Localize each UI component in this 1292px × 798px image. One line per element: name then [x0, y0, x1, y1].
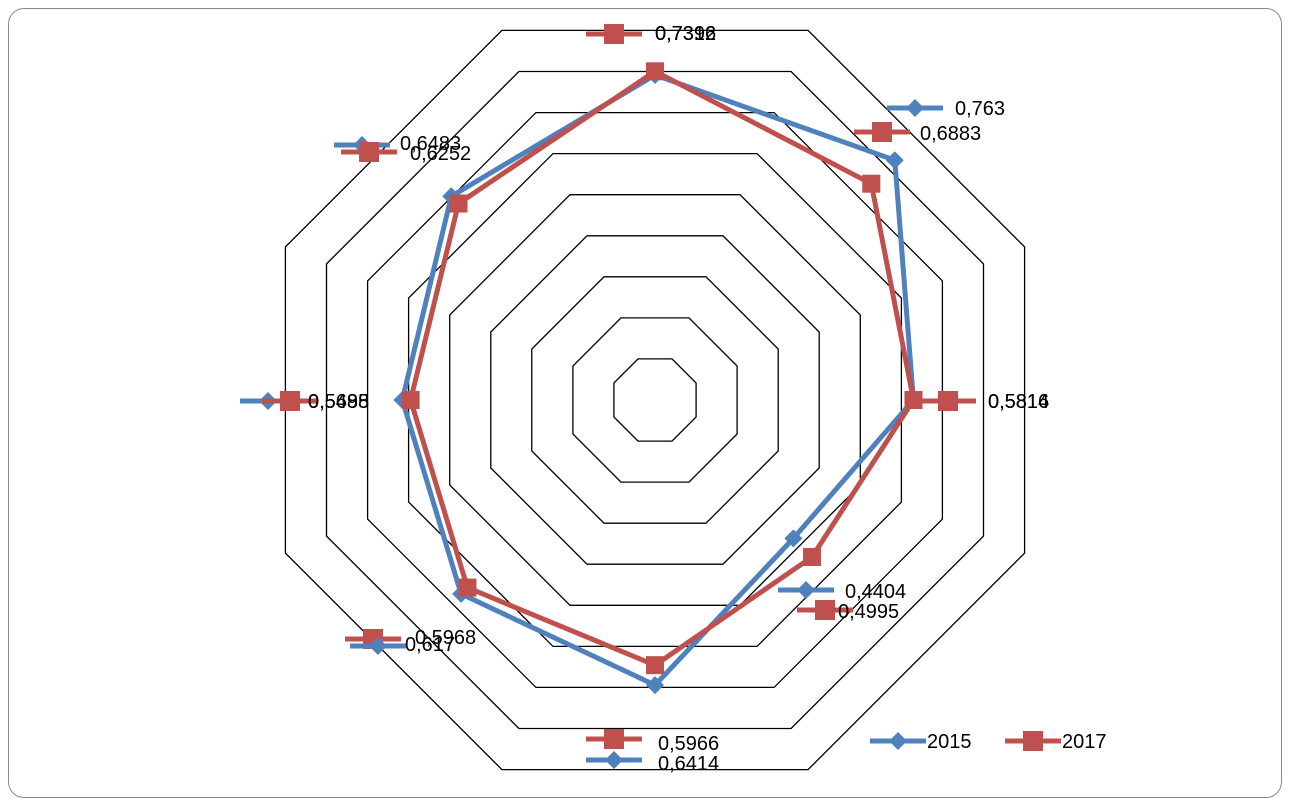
label-key-marker: [359, 142, 379, 162]
data-labels: 0,7312 0,763 0,5814 0,4404 0,6414 0,617 0,5685…: [240, 23, 1049, 775]
data-point: [401, 391, 420, 409]
label-key-marker: [906, 99, 924, 117]
label-key-marker: [815, 600, 835, 620]
data-point: [646, 676, 664, 695]
data-point: [885, 151, 904, 170]
radar-chart: 0,7312 0,763 0,5814 0,4404 0,6414 0,617 0,5685…: [240, 23, 1107, 775]
grid-ring: [407, 152, 903, 648]
label-key-marker: [369, 637, 387, 655]
data-point: [802, 547, 821, 566]
grid-ring: [325, 70, 985, 730]
grid-ring: [284, 29, 1026, 771]
label-key-marker: [605, 751, 623, 769]
data-point: [784, 529, 803, 548]
data-label: 0,4995: [838, 601, 899, 623]
data-point: [458, 578, 477, 597]
grid-ring: [490, 235, 820, 565]
data-label: 0,5968: [415, 627, 476, 649]
data-label: 0,7312: [655, 23, 716, 45]
grid-ring: [613, 358, 697, 442]
label-key-marker: [604, 24, 624, 44]
grid-ring: [449, 194, 861, 606]
grid-ring: [531, 276, 779, 524]
data-label: 0,6252: [410, 143, 471, 165]
radar-series: [393, 62, 923, 695]
legend-key-marker: [889, 732, 907, 750]
data-label: 0,763: [955, 98, 1005, 120]
label-key-marker: [604, 729, 624, 749]
data-label: 0,5685: [308, 391, 369, 413]
grid-ring: [572, 317, 738, 483]
data-label: 0,5814: [988, 391, 1049, 413]
data-point: [646, 62, 664, 81]
data-point: [904, 391, 923, 409]
legend-label: 2015: [927, 731, 972, 753]
data-label: 0,617: [405, 634, 455, 656]
data-point: [449, 194, 468, 213]
data-label: 0,6414: [658, 753, 719, 775]
grid-ring: [366, 111, 944, 689]
data-label: 0,5816: [988, 391, 1049, 413]
legend-label: 2017: [1062, 731, 1107, 753]
label-key-marker: [797, 581, 815, 599]
data-point: [862, 174, 881, 193]
data-label: 0,6883: [920, 123, 981, 145]
data-label: 0,6483: [400, 133, 461, 155]
label-key-marker: [872, 122, 892, 142]
series-line-2017: [408, 68, 916, 668]
data-label: 0,5498: [308, 391, 369, 413]
data-label: 0,7396: [655, 23, 716, 45]
legend: 2015 2017: [870, 731, 1107, 753]
data-label: 0,4404: [845, 581, 906, 603]
chart-frame: [8, 8, 1282, 798]
label-key-marker: [938, 391, 958, 411]
data-point: [646, 656, 664, 675]
legend-key-marker: [1023, 731, 1043, 751]
label-key-marker: [280, 391, 300, 411]
data-label: 0,5966: [658, 733, 719, 755]
